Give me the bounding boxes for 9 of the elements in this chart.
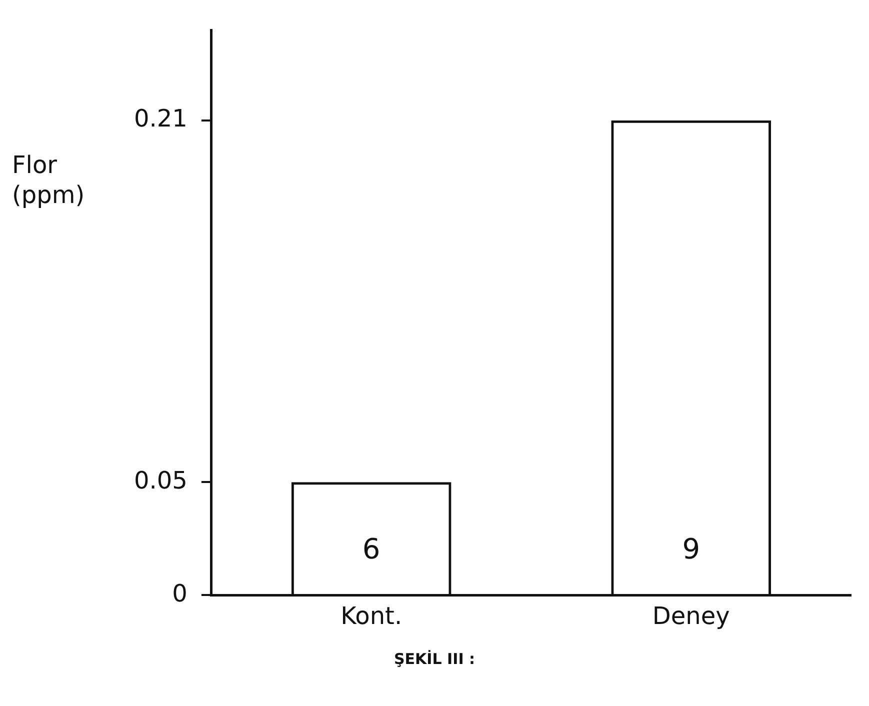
x-tick-label: Kont. [340, 602, 402, 630]
annotation: 9 [682, 532, 700, 566]
annotation: 6 [362, 532, 380, 566]
text: ŞEKİL III : [393, 650, 476, 668]
y-tick-label: 0.05 [134, 466, 188, 494]
x-tick-label: Deney [652, 602, 730, 630]
y-tick-label: 0.21 [134, 104, 188, 133]
y-axis-title: Flor (ppm) [12, 150, 85, 210]
y-tick-label: 0 [172, 579, 188, 608]
